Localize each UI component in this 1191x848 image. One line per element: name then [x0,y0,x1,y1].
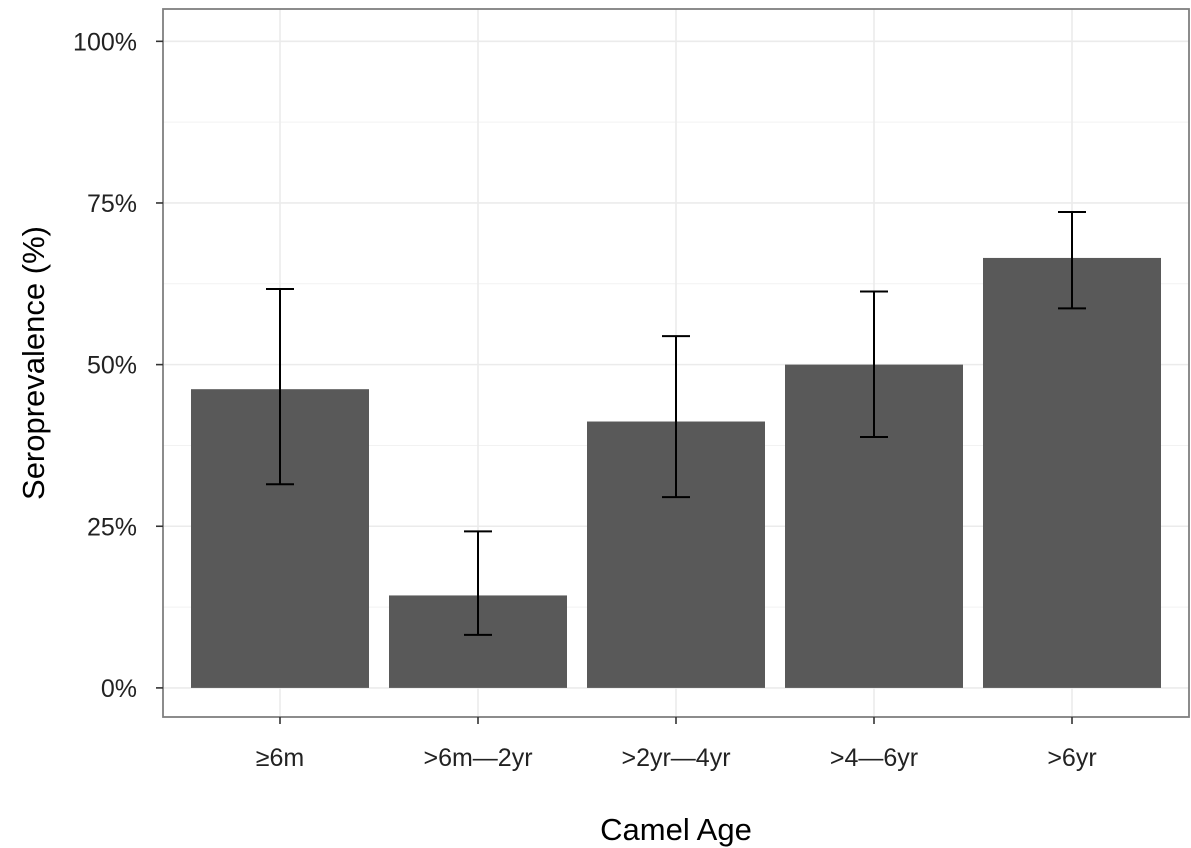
x-axis-title: Camel Age [600,812,752,847]
x-axis-ticks: ≥6m >6m—2yr >2yr—4yr >4—6yr >6yr [256,717,1097,772]
y-tick-label: 75% [87,190,137,218]
y-axis-title: Seroprevalence (%) [16,226,51,500]
error-bar [860,290,888,439]
error-bar [266,287,294,486]
y-axis-ticks: 0% 25% 50% 75% 100% [73,28,163,703]
error-bar [1058,211,1086,310]
x-tick-label: ≥6m [256,744,304,772]
error-bar [464,530,492,636]
x-tick-label: >4—6yr [830,744,918,772]
y-tick-label: 50% [87,352,137,380]
y-tick-label: 25% [87,513,137,541]
bar [983,257,1161,688]
x-tick-label: >6yr [1047,744,1096,772]
y-tick-label: 100% [73,28,137,56]
error-bar [662,335,690,499]
x-tick-label: >2yr—4yr [621,744,730,772]
bars [191,257,1161,688]
x-tick-label: >6m—2yr [423,744,532,772]
y-tick-label: 0% [101,675,137,703]
error-bars [266,211,1086,636]
